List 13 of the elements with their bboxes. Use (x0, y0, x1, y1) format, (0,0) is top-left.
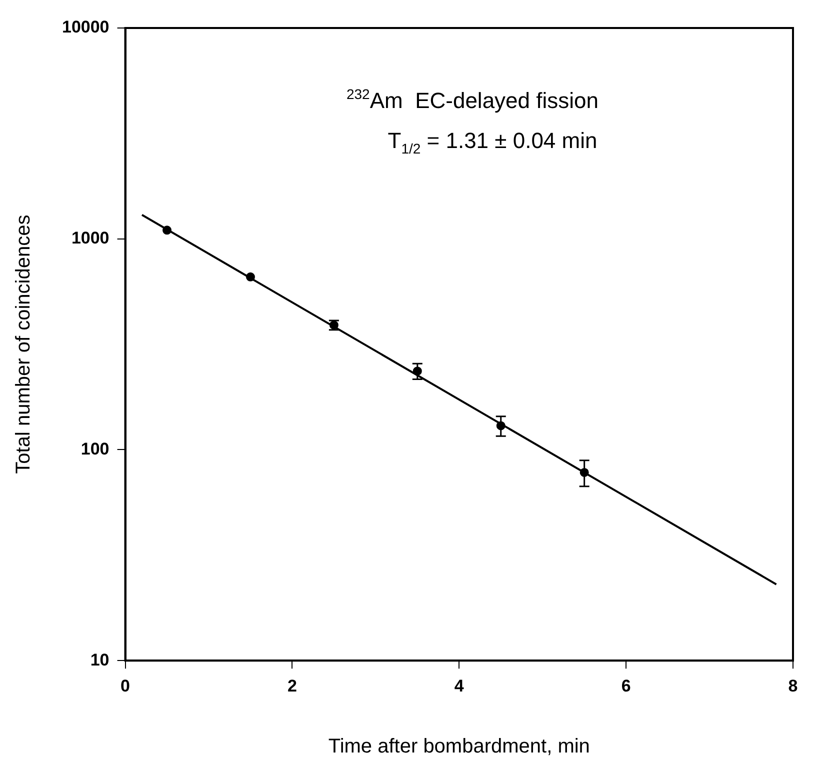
x-tick-label: 2 (287, 676, 297, 696)
point (246, 272, 255, 282)
x-tick-label: 8 (788, 676, 798, 696)
y-tick-label: 1000 (71, 228, 110, 248)
y-tick-label: 10 (90, 650, 110, 670)
x-axis-title: Time after bombardment, min (328, 736, 590, 758)
x-tick-label: 4 (454, 676, 464, 696)
y-tick-label: 100 (80, 439, 110, 458)
point (162, 226, 172, 235)
y-axis-title: Total number of coincidences (12, 214, 35, 474)
x-tick-label: 6 (621, 676, 631, 696)
x-tick-label: 0 (120, 676, 130, 696)
y-tick-label: 10000 (62, 18, 110, 37)
